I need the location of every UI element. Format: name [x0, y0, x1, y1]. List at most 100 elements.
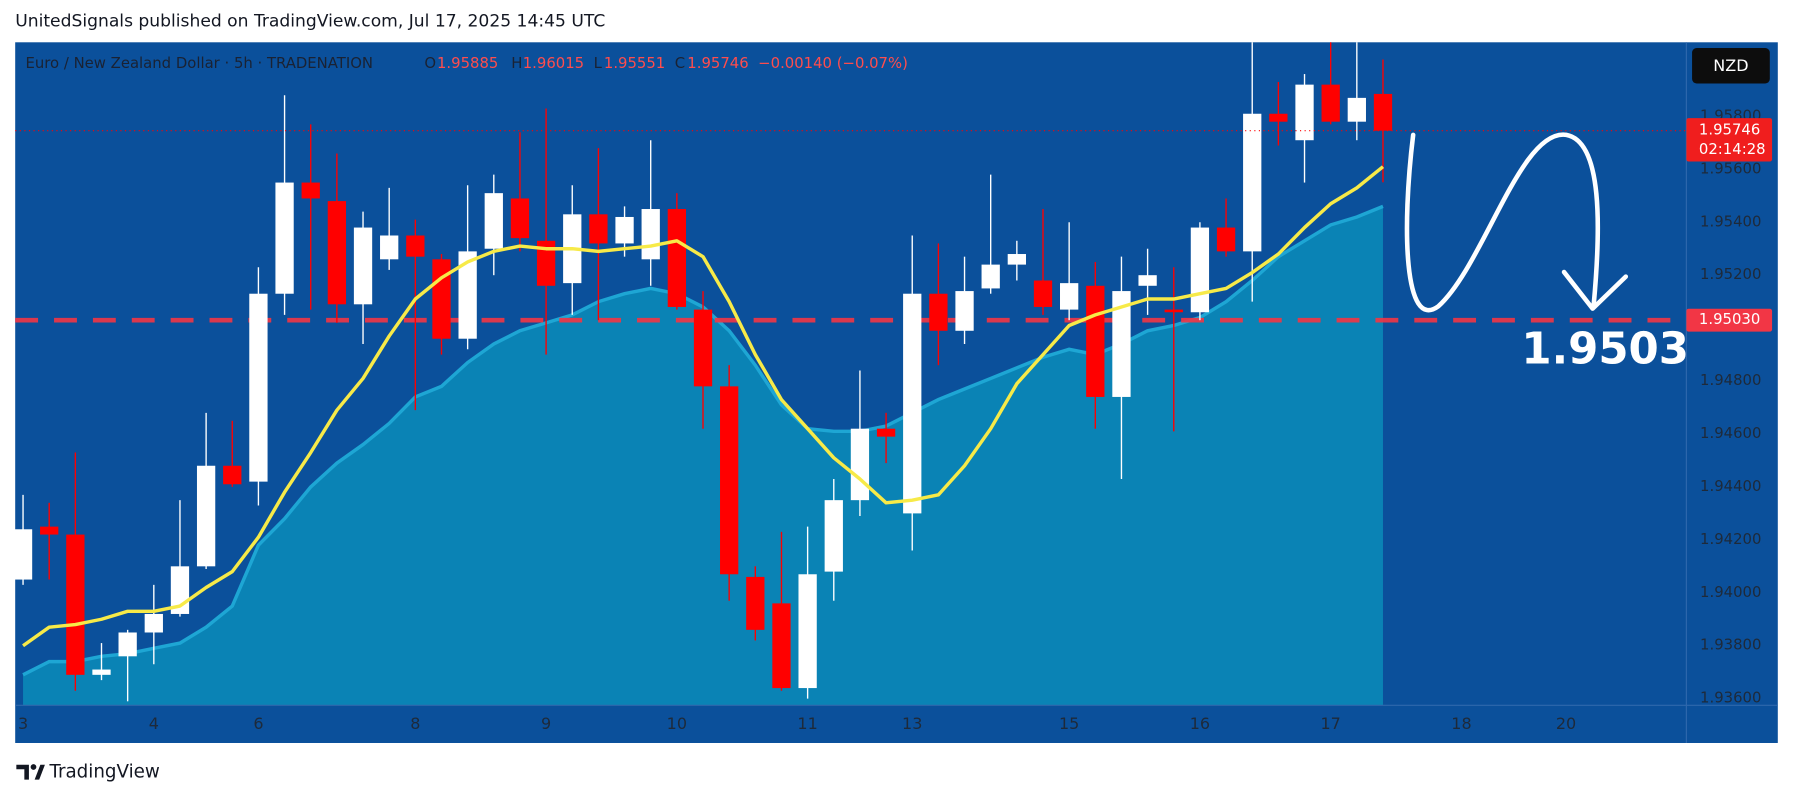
candle-body	[249, 293, 268, 482]
y-tick-label: 1.93600	[1700, 689, 1761, 707]
candle-body	[615, 216, 634, 244]
candle-body	[850, 428, 870, 501]
candle-body	[824, 500, 843, 572]
ohlc-key: H	[511, 54, 522, 72]
candle-body	[929, 293, 948, 331]
x-tick-label: 6	[253, 714, 263, 733]
ohlc-value: 1.95885	[437, 54, 498, 72]
y-tick-label: 1.95200	[1700, 265, 1761, 283]
moving-average	[22, 165, 1385, 648]
candle-body	[641, 209, 660, 260]
candle-body	[118, 632, 137, 657]
x-tick-label: 18	[1451, 714, 1471, 733]
currency-badge	[1692, 48, 1770, 84]
candle-body	[720, 386, 739, 575]
candle-body	[876, 428, 896, 437]
x-tick-label: 8	[410, 714, 420, 733]
candle-body	[353, 227, 373, 305]
x-tick-label: 9	[541, 714, 551, 733]
y-tick-label: 1.94600	[1700, 424, 1761, 442]
ohlc-value: 1.95746	[687, 54, 748, 72]
ohlc-value: 1.95551	[604, 54, 665, 72]
y-tick-label: 1.95400	[1700, 212, 1761, 230]
level-badge	[1686, 308, 1773, 332]
x-tick-label: 15	[1059, 714, 1079, 733]
y-tick-label: 1.94200	[1700, 530, 1761, 548]
y-tick-label: 1.94000	[1700, 583, 1761, 601]
candle-body	[1243, 113, 1262, 252]
x-tick-label: 11	[797, 714, 817, 733]
x-tick-label: 20	[1556, 714, 1576, 733]
y-tick-label: 1.94800	[1700, 371, 1761, 389]
drawn-arrowhead	[1561, 269, 1629, 311]
candle-body	[275, 182, 294, 294]
candle-body	[1164, 309, 1183, 313]
drawn-path	[1404, 132, 1601, 313]
y-tick-label: 1.93800	[1700, 636, 1761, 654]
candle-body	[772, 603, 791, 689]
candle-body	[380, 235, 399, 260]
ohlc-value: 1.96015	[523, 54, 584, 72]
level-label: 1.95030	[1699, 310, 1760, 328]
candle-body	[458, 251, 477, 339]
candle-body	[746, 576, 765, 630]
x-tick-label: 3	[18, 714, 28, 733]
candle-body	[327, 201, 347, 305]
ohlc-key: C	[675, 54, 685, 72]
candle-body	[92, 669, 111, 675]
header: UnitedSignals published on TradingView.c…	[15, 12, 605, 32]
change-label: −0.00140 (−0.07%)	[758, 54, 908, 72]
candle-body	[1295, 84, 1314, 141]
area-fill	[23, 206, 1383, 706]
candle-body	[1190, 227, 1210, 313]
candle-body	[1060, 283, 1079, 310]
candle-body	[66, 534, 85, 675]
candle-body	[589, 214, 608, 244]
candle-body	[144, 613, 163, 633]
last-price-badge	[1686, 118, 1773, 162]
candle-body	[13, 529, 33, 580]
x-tick-label: 4	[149, 714, 159, 733]
candle-body	[955, 291, 974, 331]
candle-body	[432, 259, 451, 339]
ohlc-key: L	[594, 54, 603, 72]
candle-body	[903, 293, 922, 514]
candle-body	[223, 465, 242, 485]
candle-body	[981, 264, 1000, 289]
candle-body	[1347, 97, 1366, 122]
countdown-label: 02:14:28	[1699, 140, 1766, 158]
candle-body	[1112, 291, 1131, 397]
candle-body	[1007, 254, 1026, 265]
candle-body	[1033, 280, 1053, 307]
currency-label: NZD	[1713, 56, 1748, 75]
footer-brand: TradingView	[48, 762, 159, 783]
candle-body	[196, 465, 216, 567]
x-tick-label: 13	[902, 714, 922, 733]
candle-body	[1086, 285, 1105, 397]
logo	[16, 764, 45, 780]
candle-body	[1216, 227, 1236, 252]
candle-body	[1138, 275, 1157, 286]
candle-body	[40, 526, 59, 535]
candle-body	[536, 240, 556, 286]
candle-body	[301, 182, 320, 199]
x-tick-label: 10	[667, 714, 687, 733]
candle-body	[798, 574, 817, 689]
candle-body	[667, 209, 687, 307]
candle-body	[510, 198, 530, 239]
x-tick-label: 17	[1320, 714, 1340, 733]
candle-body	[484, 193, 503, 249]
candle-body	[1321, 84, 1340, 122]
x-tick-label: 16	[1190, 714, 1210, 733]
candle-body	[406, 235, 425, 257]
candle-body	[1373, 93, 1393, 131]
ohlc-key: O	[424, 54, 436, 72]
plot-area	[13, 42, 1687, 706]
symbol-title: Euro / New Zealand Dollar · 5h · TRADENA…	[25, 54, 373, 72]
level-annotation: 1.9503	[1521, 325, 1689, 375]
candle-body	[1269, 113, 1288, 122]
last-price-label: 1.95746	[1699, 121, 1760, 139]
y-tick-label: 1.95600	[1700, 159, 1761, 177]
